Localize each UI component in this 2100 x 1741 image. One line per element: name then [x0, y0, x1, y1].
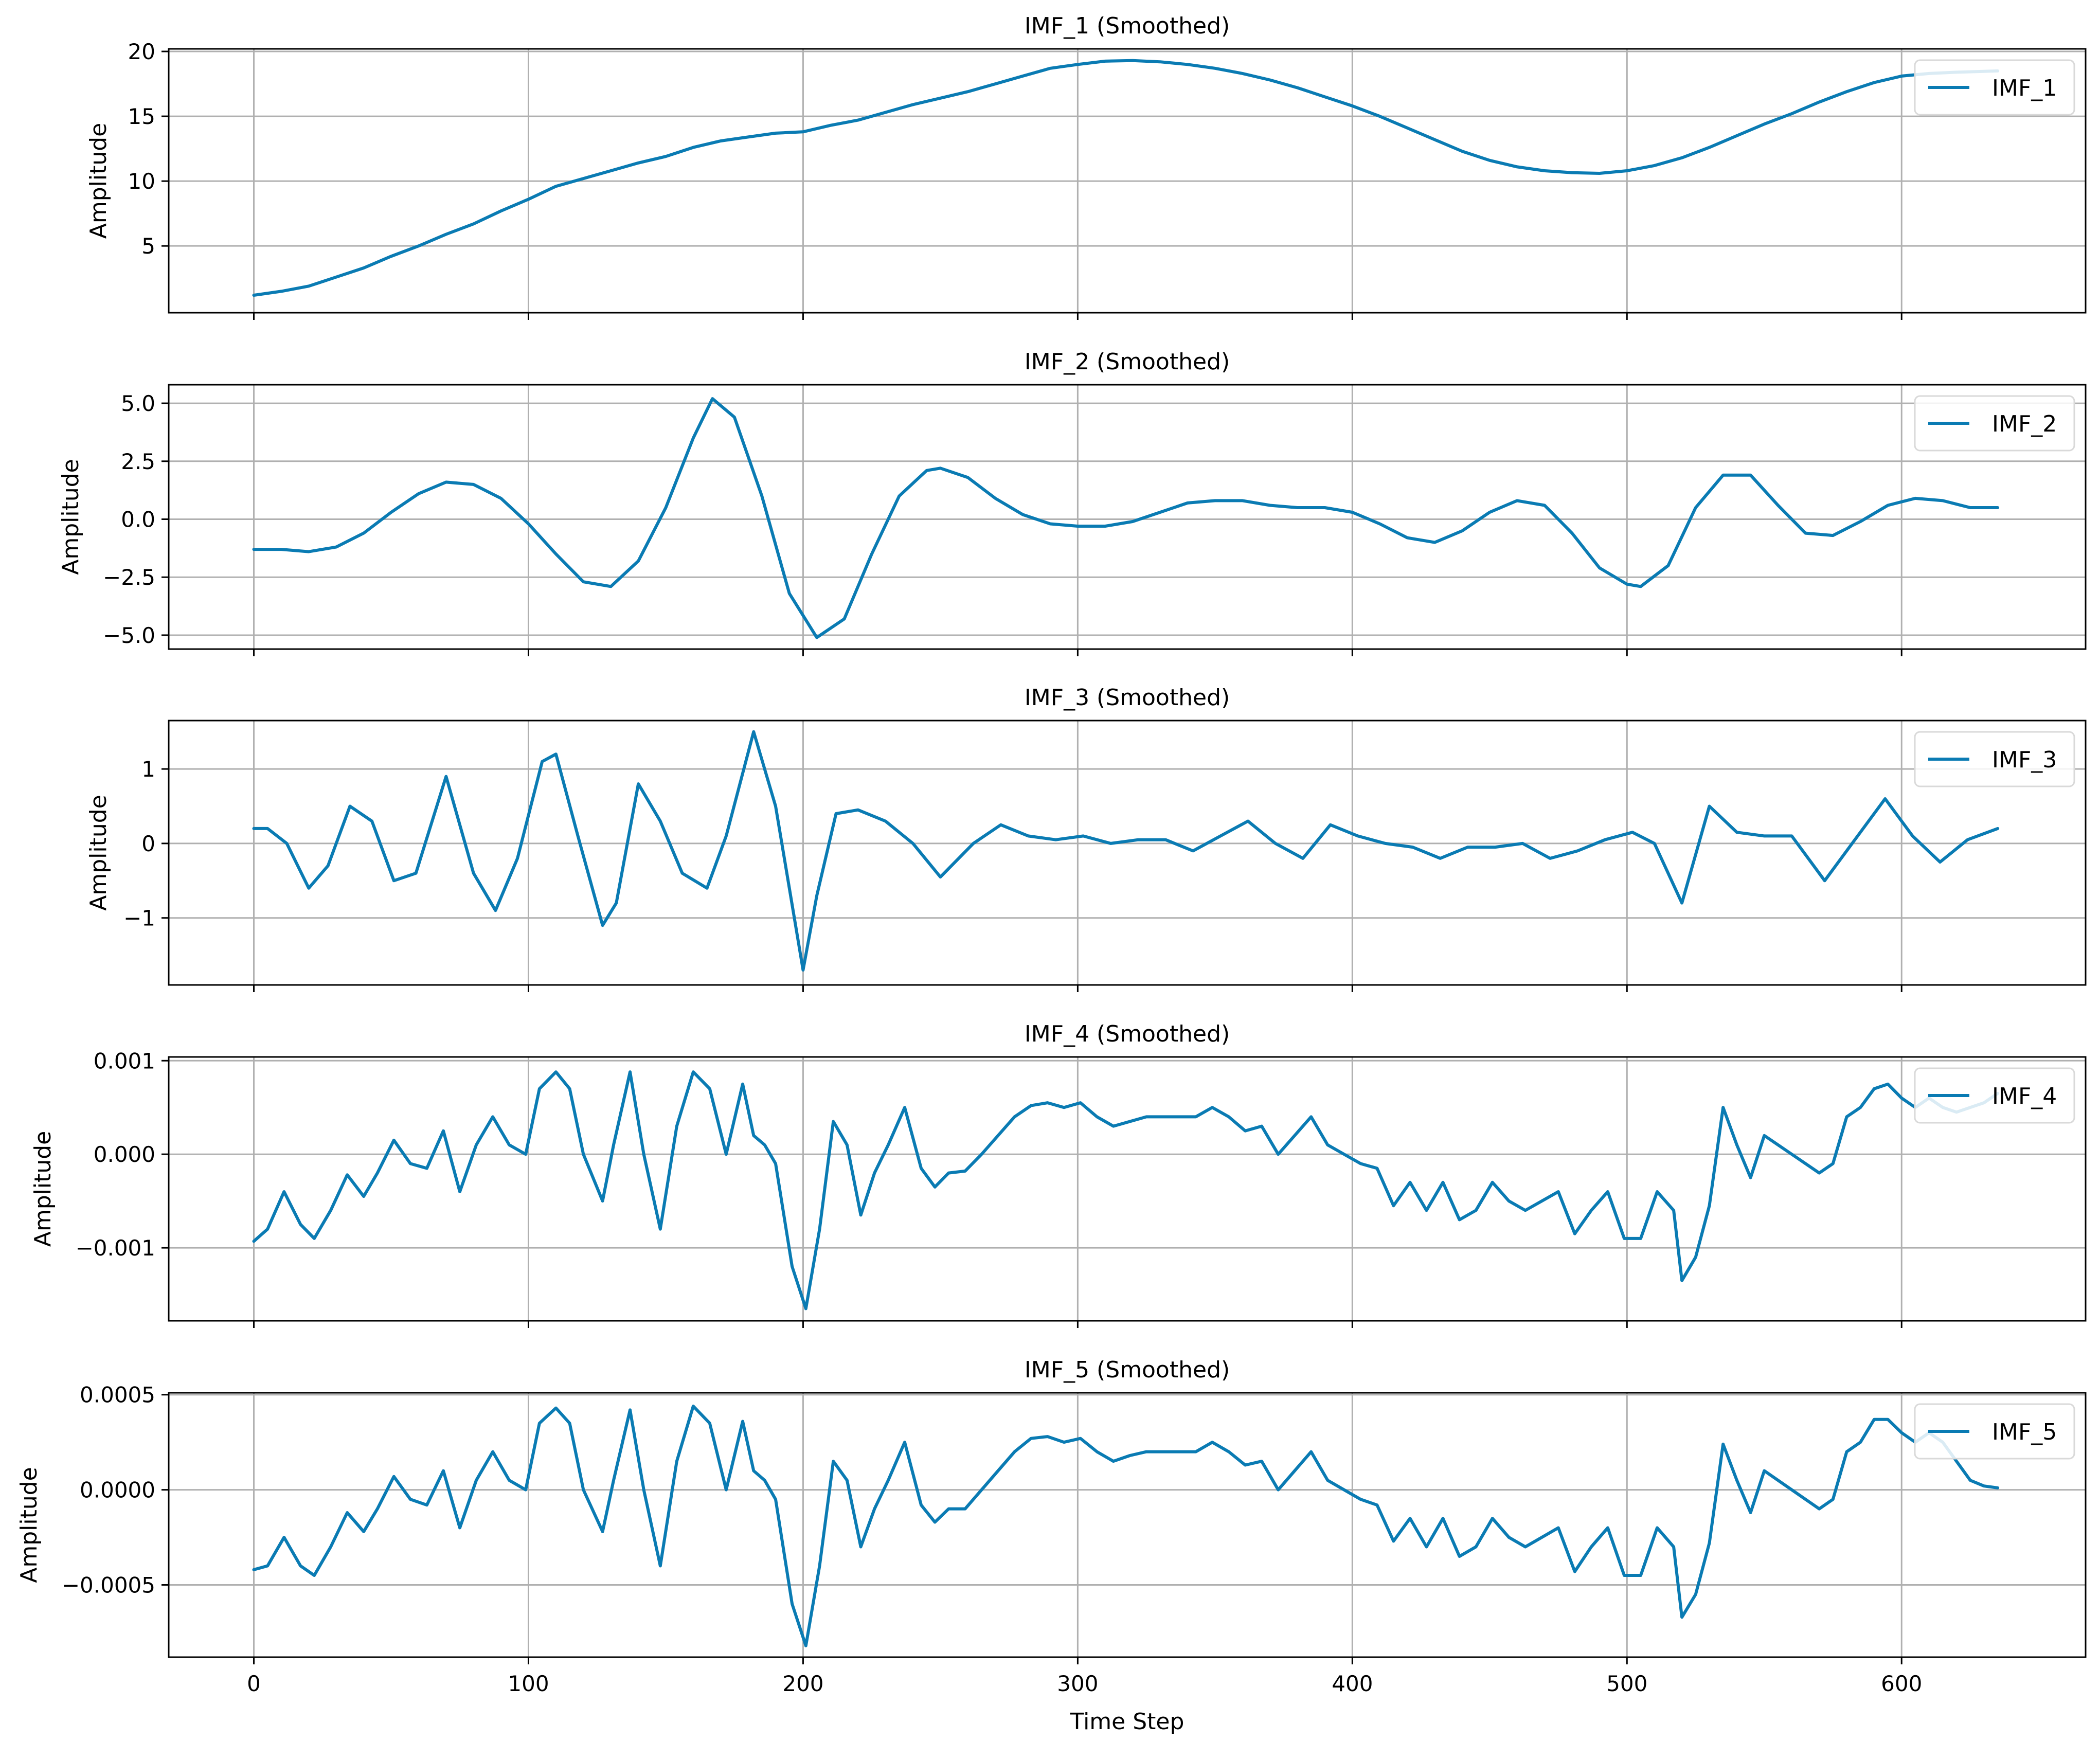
legend-box: [1914, 731, 2075, 787]
y-tick-label: −2.5: [103, 565, 155, 590]
legend-box: [1914, 59, 2075, 116]
panel-title: IMF_3 (Smoothed): [1025, 685, 1230, 711]
series-line-imf-5: [252, 1404, 2000, 1647]
series-line-imf-3: [252, 730, 2000, 972]
y-tick-label: −0.0005: [62, 1572, 155, 1598]
y-tick-label: 2.5: [121, 449, 155, 474]
panel-2: −5.0 −2.5 0.0 2.5 5.0 IMF_2 (Smoothed) Amplitu…: [58, 349, 2087, 656]
y-axis-label: Amplitude: [85, 795, 112, 910]
series-line-imf-2: [252, 397, 2000, 639]
y-tick-label: 15: [128, 104, 155, 129]
y-tick-label: 0.0: [121, 507, 155, 532]
panel-title: IMF_2 (Smoothed): [1025, 349, 1230, 375]
legend: IMF_1: [1914, 59, 2075, 116]
y-tick-label: 0: [141, 831, 155, 856]
panel-5: 0 100 200 300 400 500 600 −0.0005 0.0000 0.0005 IM…: [16, 1357, 2087, 1696]
legend-label: IMF_2: [1992, 411, 2057, 437]
legend: IMF_5: [1914, 1403, 2075, 1460]
legend-label: IMF_5: [1992, 1419, 2057, 1445]
panel-1: 5 10 15 20 IMF_1 (Smoothed) Amplitude IMF_1: [85, 13, 2087, 320]
axes-frame: [168, 1392, 2087, 1658]
panel-4: −0.001 0.000 0.001 IMF_4 (Smoothed) Amplitud…: [30, 1021, 2087, 1328]
x-tick-label: 600: [1881, 1671, 1922, 1696]
panel-title: IMF_1 (Smoothed): [1025, 13, 1230, 39]
panel-title: IMF_5 (Smoothed): [1025, 1357, 1230, 1383]
y-tick-label: −0.001: [76, 1235, 155, 1261]
y-tick-label: 0.000: [94, 1142, 155, 1167]
legend-label: IMF_1: [1992, 75, 2057, 101]
legend: IMF_2: [1914, 395, 2075, 452]
y-axis-label: Amplitude: [30, 1131, 56, 1247]
y-tick-label: 1: [141, 757, 155, 782]
x-tick-label: 0: [247, 1671, 261, 1696]
x-tick-label: 300: [1057, 1671, 1098, 1696]
y-tick-label: −5.0: [103, 623, 155, 648]
y-tick-label: 0.001: [94, 1048, 155, 1073]
y-axis-label: Amplitude: [85, 123, 112, 239]
series-line-imf-4: [252, 1070, 2000, 1311]
y-tick-label: 5: [141, 234, 155, 259]
y-tick-label: 0.0000: [80, 1478, 155, 1503]
x-axis-label: Time Step: [1070, 1709, 1184, 1735]
y-tick-label: 0.0005: [80, 1383, 155, 1408]
legend-box: [1914, 1067, 2075, 1124]
y-tick-label: −1: [123, 906, 155, 931]
x-tick-label: 200: [782, 1671, 823, 1696]
legend-box: [1914, 1403, 2075, 1460]
x-tick-label: 100: [508, 1671, 549, 1696]
y-tick-label: 10: [128, 169, 155, 194]
y-tick-label: 5.0: [121, 391, 155, 416]
y-axis-label: Amplitude: [58, 459, 84, 575]
y-tick-label: 20: [128, 39, 155, 64]
legend: IMF_3: [1914, 731, 2075, 787]
legend-box: [1914, 395, 2075, 452]
axes-frame: [168, 720, 2087, 986]
x-tick-label: 400: [1332, 1671, 1373, 1696]
axes-frame: [168, 384, 2087, 650]
panel-title: IMF_4 (Smoothed): [1025, 1021, 1230, 1047]
legend-label: IMF_4: [1992, 1083, 2057, 1109]
legend-label: IMF_3: [1992, 747, 2057, 773]
x-tick-label: 500: [1606, 1671, 1647, 1696]
legend: IMF_4: [1914, 1067, 2075, 1124]
series-line-imf-1: [252, 59, 2000, 297]
y-axis-label: Amplitude: [16, 1467, 42, 1583]
panel-3: −1 0 1 IMF_3 (Smoothed) Amplitude IMF_3: [85, 685, 2087, 992]
axes-frame: [168, 1056, 2087, 1322]
